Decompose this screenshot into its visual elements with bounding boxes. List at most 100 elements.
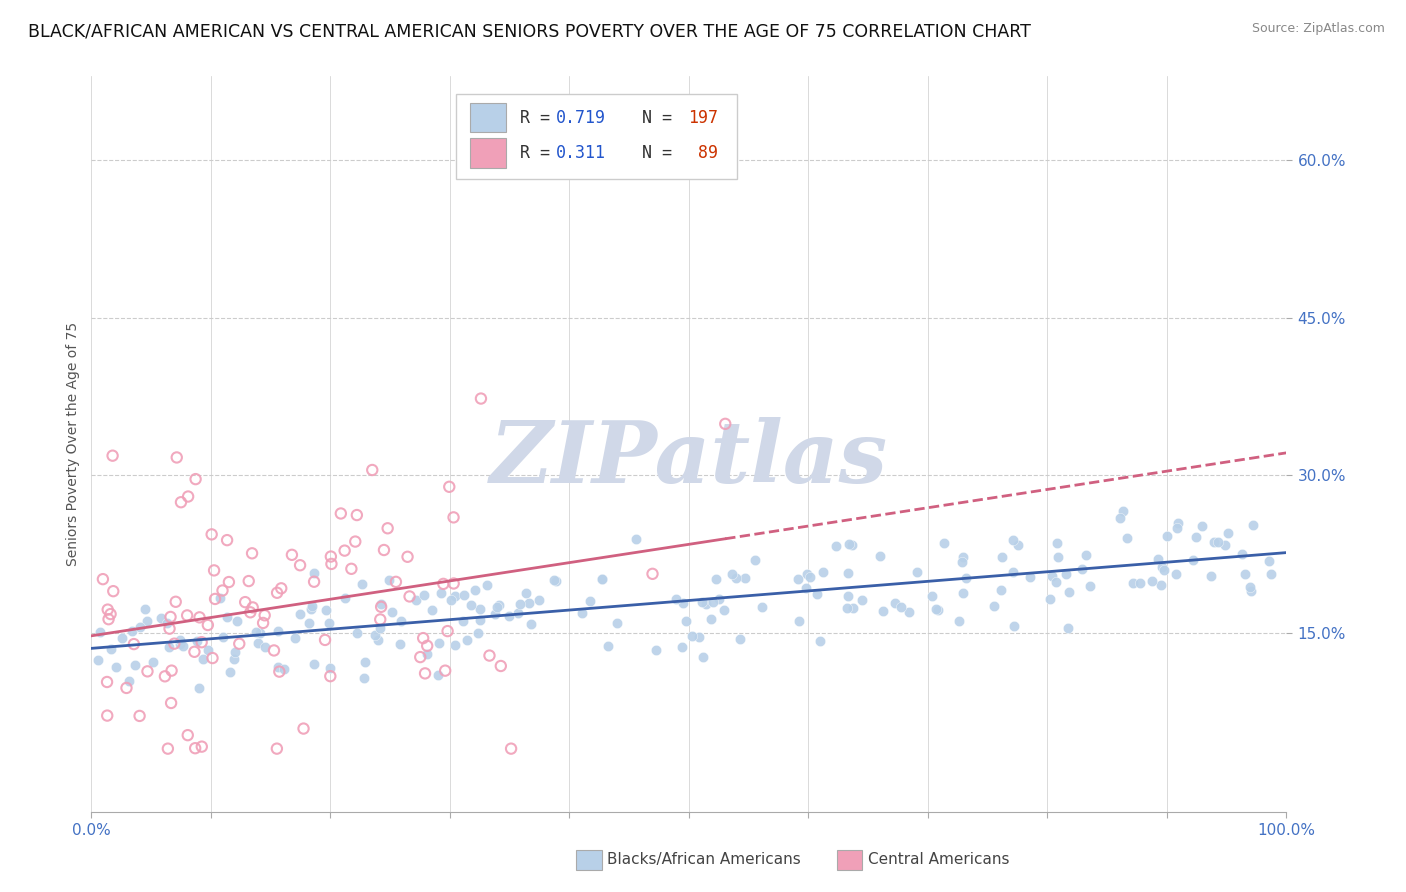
Point bbox=[1018, 569, 1040, 583]
Point bbox=[520, 616, 543, 631]
Point bbox=[544, 574, 567, 588]
Point bbox=[1258, 553, 1281, 567]
Point bbox=[201, 651, 224, 665]
Point bbox=[233, 595, 256, 609]
Point bbox=[184, 741, 207, 756]
Point bbox=[344, 534, 367, 549]
Point bbox=[142, 656, 165, 670]
Point bbox=[626, 532, 648, 546]
Point bbox=[413, 588, 436, 602]
Point bbox=[396, 549, 419, 564]
Point bbox=[707, 591, 730, 606]
Point bbox=[288, 558, 311, 573]
Point bbox=[240, 546, 263, 560]
Point bbox=[238, 574, 260, 588]
Text: N =: N = bbox=[621, 109, 682, 127]
Point bbox=[204, 591, 226, 606]
Point bbox=[1241, 518, 1264, 533]
Point bbox=[202, 563, 225, 577]
Point bbox=[304, 566, 326, 580]
Point bbox=[247, 636, 270, 650]
Point bbox=[872, 604, 894, 618]
Point bbox=[720, 567, 742, 582]
Point bbox=[952, 585, 974, 599]
Point bbox=[692, 650, 714, 665]
Point bbox=[101, 449, 124, 463]
Point bbox=[267, 624, 290, 639]
Point bbox=[413, 666, 436, 681]
Point bbox=[443, 510, 465, 524]
Point bbox=[100, 607, 122, 621]
Point bbox=[1046, 549, 1069, 564]
Point bbox=[837, 589, 859, 603]
Point bbox=[811, 565, 834, 579]
Point bbox=[270, 582, 292, 596]
Point bbox=[252, 615, 274, 630]
Point bbox=[794, 581, 817, 595]
Bar bbox=[470, 138, 506, 168]
Point bbox=[245, 625, 267, 640]
Point bbox=[352, 577, 374, 591]
Point bbox=[665, 592, 688, 607]
Point bbox=[825, 540, 848, 554]
Point bbox=[1045, 575, 1067, 590]
Text: Central Americans: Central Americans bbox=[868, 853, 1010, 867]
Point bbox=[266, 741, 288, 756]
Point bbox=[515, 586, 537, 600]
Point bbox=[176, 608, 198, 623]
Point bbox=[1076, 548, 1098, 562]
Point bbox=[121, 624, 143, 638]
Point bbox=[184, 472, 207, 486]
Point bbox=[87, 653, 110, 667]
Point bbox=[273, 662, 295, 676]
Point bbox=[160, 664, 183, 678]
Point bbox=[319, 661, 342, 675]
Point bbox=[1191, 519, 1213, 533]
Point bbox=[453, 588, 475, 602]
Point bbox=[506, 606, 529, 620]
Point bbox=[1007, 537, 1029, 551]
Point bbox=[467, 625, 489, 640]
Point bbox=[197, 618, 219, 632]
Point bbox=[1122, 576, 1144, 591]
Point bbox=[724, 571, 747, 585]
Point bbox=[385, 574, 408, 589]
Point bbox=[672, 596, 695, 610]
Point bbox=[191, 652, 214, 666]
Point bbox=[212, 630, 235, 644]
Point bbox=[1167, 516, 1189, 530]
Point bbox=[253, 608, 276, 623]
Point bbox=[451, 615, 474, 629]
Point bbox=[1040, 569, 1063, 583]
Text: 0.719: 0.719 bbox=[557, 109, 606, 127]
Point bbox=[921, 589, 943, 603]
Point bbox=[315, 603, 337, 617]
Point bbox=[405, 593, 427, 607]
Point bbox=[1057, 584, 1080, 599]
Point bbox=[160, 696, 183, 710]
Point bbox=[1054, 567, 1077, 582]
Point bbox=[1129, 575, 1152, 590]
Text: Blacks/African Americans: Blacks/African Americans bbox=[607, 853, 801, 867]
Point bbox=[543, 574, 565, 588]
Point bbox=[266, 586, 288, 600]
Text: Source: ZipAtlas.com: Source: ZipAtlas.com bbox=[1251, 22, 1385, 36]
Point bbox=[1185, 530, 1208, 544]
Point bbox=[837, 566, 859, 580]
Point bbox=[301, 599, 323, 613]
Point bbox=[197, 643, 219, 657]
Point bbox=[224, 644, 246, 658]
Point bbox=[239, 605, 262, 619]
Point bbox=[927, 603, 949, 617]
Text: BLACK/AFRICAN AMERICAN VS CENTRAL AMERICAN SENIORS POVERTY OVER THE AGE OF 75 CO: BLACK/AFRICAN AMERICAN VS CENTRAL AMERIC… bbox=[28, 22, 1031, 40]
Point bbox=[443, 576, 465, 591]
Point bbox=[183, 645, 205, 659]
Point bbox=[329, 507, 352, 521]
Point bbox=[444, 589, 467, 603]
Point bbox=[475, 578, 498, 592]
Point bbox=[156, 741, 179, 756]
Point bbox=[104, 660, 127, 674]
Point bbox=[226, 614, 249, 628]
Point bbox=[353, 656, 375, 670]
Point bbox=[838, 537, 860, 551]
